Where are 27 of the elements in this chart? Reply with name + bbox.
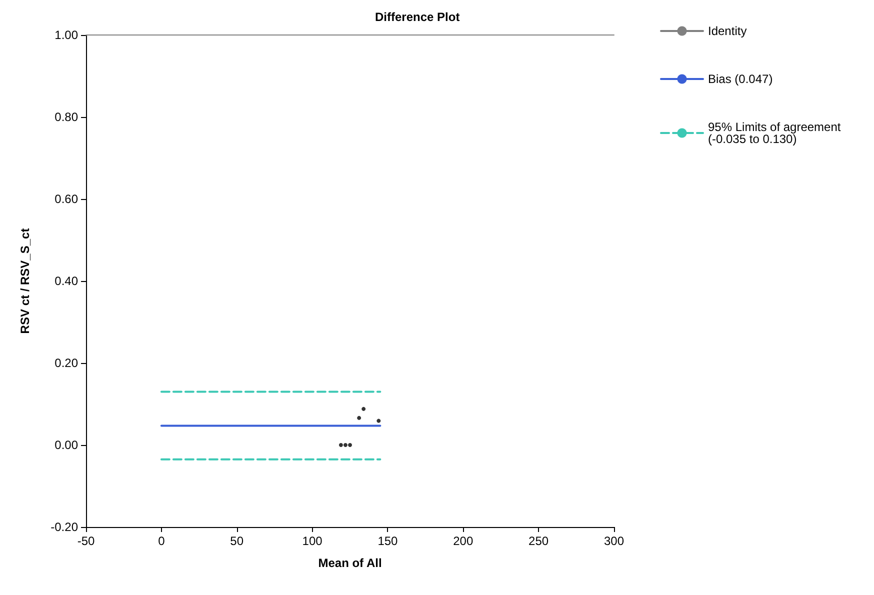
point bbox=[362, 406, 366, 411]
y-tick-label: 0.40 bbox=[54, 274, 78, 288]
y-tick-label: 1.00 bbox=[54, 28, 78, 42]
chart-title: Difference Plot bbox=[375, 10, 460, 24]
x-tick-label: 250 bbox=[528, 534, 549, 548]
y-axis-title: RSV ct / RSV_S_ct bbox=[18, 228, 32, 334]
x-axis-title: Mean of All bbox=[318, 556, 382, 570]
legend-label: Bias (0.047) bbox=[708, 72, 773, 86]
x-tick-label: 100 bbox=[302, 534, 323, 548]
y-tick-label: 0.00 bbox=[54, 438, 78, 452]
y-tick-label: 0.20 bbox=[54, 356, 78, 370]
legend-label: Identity bbox=[708, 24, 747, 38]
x-tick-label: 200 bbox=[453, 534, 474, 548]
legend-label: 95% Limits of agreement (-0.035 to 0.130) bbox=[708, 120, 842, 146]
point bbox=[376, 418, 381, 423]
y-tick-label: 0.60 bbox=[54, 192, 78, 206]
x-tick-label: 0 bbox=[158, 534, 166, 548]
x-tick-label: 300 bbox=[604, 534, 624, 548]
y-tick-label: -0.20 bbox=[50, 520, 78, 534]
x-tick-label: 150 bbox=[378, 534, 398, 548]
point bbox=[338, 443, 343, 447]
point bbox=[348, 443, 352, 447]
y-tick-label: 0.80 bbox=[54, 110, 78, 124]
point bbox=[357, 416, 362, 420]
point bbox=[343, 443, 348, 447]
x-tick-label: 50 bbox=[230, 534, 244, 548]
x-tick-label: -50 bbox=[77, 534, 95, 548]
